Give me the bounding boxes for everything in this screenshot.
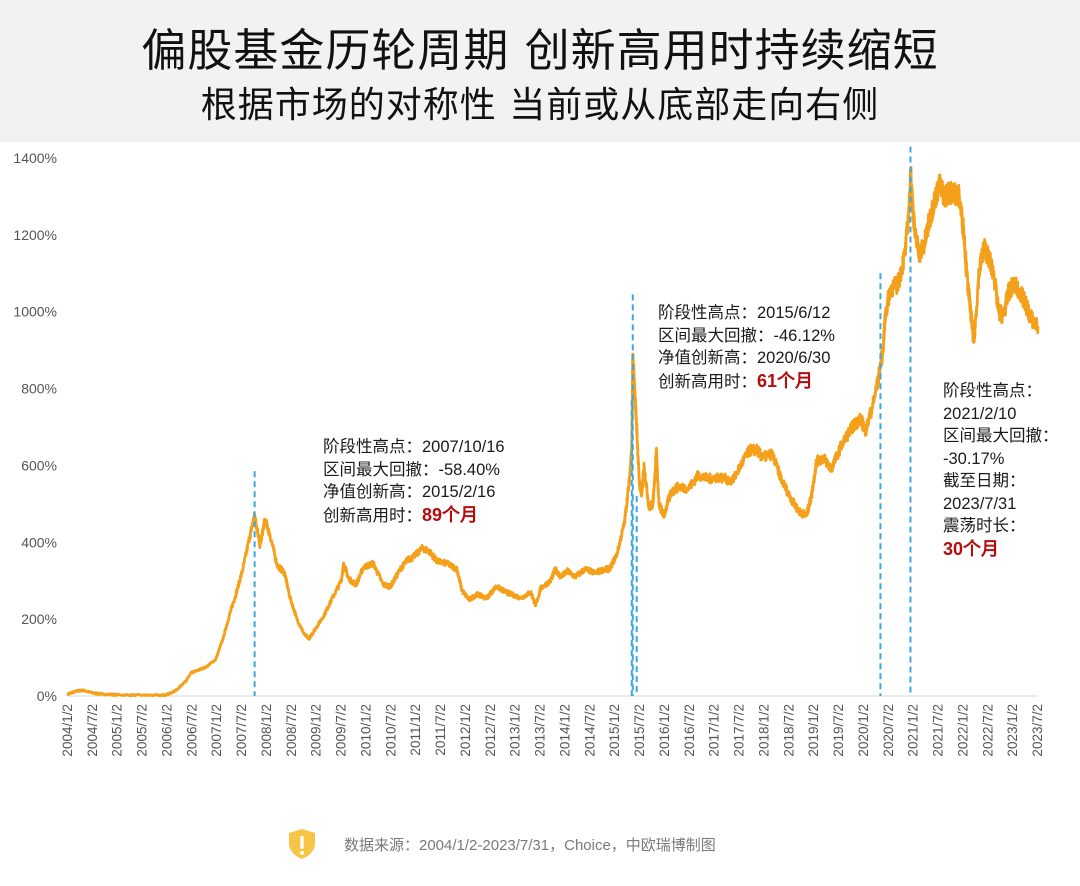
annotation-2021-cutoff-date: 2023/7/31: [943, 494, 1017, 513]
x-tick-label: 2021/1/2: [906, 704, 921, 757]
x-tick-label: 2013/1/2: [508, 704, 523, 757]
y-tick-label: 400%: [21, 534, 57, 550]
x-tick-label: 2016/7/2: [682, 704, 697, 757]
annotation-2007-drawdown: 区间最大回撤：-58.40%: [323, 460, 500, 479]
annotation-2021-duration-label: 震荡时长：: [943, 517, 1026, 535]
x-tick-label: 2007/7/2: [234, 704, 249, 757]
x-tick-label: 2011/7/2: [433, 704, 448, 756]
x-tick-label: 2004/1/2: [60, 704, 75, 757]
y-tick-label: 0%: [37, 688, 57, 704]
x-tick-label: 2022/7/2: [980, 704, 995, 757]
shield-icon: [289, 829, 315, 859]
chart-title: 偏股基金历轮周期 创新高用时持续缩短: [141, 24, 939, 77]
x-tick-label: 2005/1/2: [110, 704, 125, 757]
y-tick-label: 1000%: [13, 304, 57, 320]
x-tick-label: 2022/1/2: [955, 704, 970, 757]
x-tick-label: 2011/1/2: [408, 704, 423, 756]
annotation-2007-duration: 创新高用时：89个月: [323, 504, 505, 528]
x-tick-label: 2012/1/2: [458, 704, 473, 757]
x-tick-label: 2013/7/2: [533, 704, 548, 757]
x-tick-label: 2008/1/2: [259, 704, 274, 757]
x-tick-label: 2004/7/2: [85, 704, 100, 757]
x-tick-label: 2021/7/2: [931, 704, 946, 757]
x-tick-label: 2020/1/2: [856, 704, 871, 757]
x-tick-label: 2005/7/2: [135, 704, 150, 757]
footer: 数据来源：2004/1/2-2023/7/31，Choice，中欧瑞博制图: [0, 826, 1080, 862]
y-tick-label: 200%: [21, 611, 57, 627]
x-tick-label: 2009/1/2: [309, 704, 324, 757]
x-tick-label: 2007/1/2: [209, 704, 224, 757]
x-tick-label: 2017/7/2: [732, 704, 747, 757]
header-band: [0, 0, 1080, 142]
annotation-cycle-2021: 阶段性高点： 2021/2/10 区间最大回撤： -30.17% 截至日期： 2…: [943, 380, 1059, 560]
line-chart: 0% 200% 400% 600% 800% 1000% 1200% 1400% 2004/1/…: [13, 146, 1045, 757]
annotation-2015-duration: 创新高用时：61个月: [658, 370, 835, 394]
x-tick-label: 2010/1/2: [358, 704, 373, 757]
x-tick-label: 2010/7/2: [383, 704, 398, 757]
annotation-2007-peak: 阶段性高点：2007/10/16: [323, 438, 505, 456]
annotation-2015-new-high: 净值创新高：2020/6/30: [658, 349, 831, 367]
annotation-2021-peak-date: 2021/2/10: [943, 404, 1017, 423]
x-tick-label: 2023/1/2: [1005, 704, 1020, 757]
x-tick-label: 2012/7/2: [483, 704, 498, 757]
x-tick-label: 2008/7/2: [284, 704, 299, 757]
y-tick-label: 1200%: [13, 227, 57, 243]
x-tick-label: 2015/1/2: [607, 704, 622, 757]
x-tick-label: 2018/1/2: [756, 704, 771, 757]
x-tick-label: 2009/7/2: [334, 704, 349, 757]
x-tick-label: 2015/7/2: [632, 704, 647, 757]
x-tick-label: 2020/7/2: [881, 704, 896, 757]
annotation-2007-new-high: 净值创新高：2015/2/16: [323, 483, 496, 501]
x-tick-label: 2014/1/2: [557, 704, 572, 757]
x-tick-label: 2006/7/2: [184, 704, 199, 757]
annotation-2021-peak-label: 阶段性高点：: [943, 382, 1042, 400]
x-tick-label: 2019/1/2: [806, 704, 821, 757]
x-tick-label: 2019/7/2: [831, 704, 846, 757]
annotation-2021-duration-value: 30个月: [943, 538, 1000, 559]
annotation-cycle-2007: 阶段性高点：2007/10/16 区间最大回撤：-58.40% 净值创新高：20…: [323, 436, 505, 527]
annotation-2021-drawdown-label: 区间最大回撤：: [943, 427, 1059, 445]
chart-subtitle: 根据市场的对称性 当前或从底部走向右侧: [200, 85, 880, 126]
x-tick-label: 2014/7/2: [582, 704, 597, 757]
annotation-2021-drawdown-value: -30.17%: [943, 449, 1005, 468]
annotation-2015-drawdown: 区间最大回撤：-46.12%: [658, 326, 835, 345]
annotation-2007-duration-label: 创新高用时：: [323, 506, 422, 525]
annotation-2015-duration-label: 创新高用时：: [658, 372, 757, 391]
annotation-2021-cutoff-label: 截至日期：: [943, 472, 1026, 490]
x-tick-label: 2006/1/2: [159, 704, 174, 757]
y-tick-label: 1400%: [13, 150, 57, 166]
annotation-cycle-2015: 阶段性高点：2015/6/12 区间最大回撤：-46.12% 净值创新高：202…: [658, 302, 835, 393]
data-source: 数据来源：2004/1/2-2023/7/31，Choice，中欧瑞博制图: [344, 837, 716, 854]
x-tick-label: 2017/1/2: [707, 704, 722, 757]
series-line: [66, 165, 1040, 698]
annotation-2015-peak: 阶段性高点：2015/6/12: [658, 304, 831, 322]
x-tick-label: 2018/7/2: [781, 704, 796, 757]
annotation-2015-duration-value: 61个月: [757, 370, 814, 391]
x-tick-label: 2016/1/2: [657, 704, 672, 757]
y-tick-label: 600%: [21, 457, 57, 473]
x-tick-label: 2023/7/2: [1030, 704, 1045, 757]
y-tick-label: 800%: [21, 381, 57, 397]
annotation-2007-duration-value: 89个月: [422, 504, 479, 525]
